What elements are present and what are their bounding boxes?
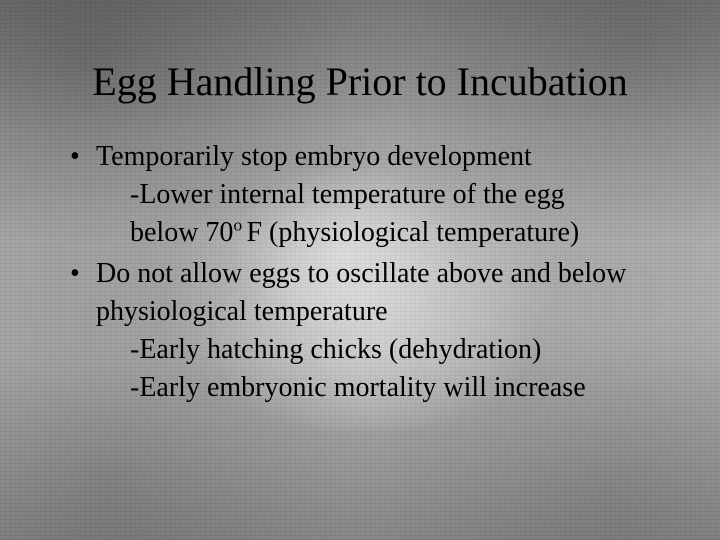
bullet-text: Do not allow eggs to oscillate above and… (96, 258, 626, 327)
sub-lead: -Early embryonic mortality will increase (130, 372, 586, 403)
slide-content: Egg Handling Prior to Incubation Tempora… (0, 0, 720, 540)
slide: Egg Handling Prior to Incubation Tempora… (0, 0, 720, 540)
bullet-item: Temporarily stop embryo development -Low… (70, 138, 662, 251)
sub-item-continuation: below 70o F (physiological temperature) (96, 214, 662, 252)
slide-title: Egg Handling Prior to Incubation (48, 60, 672, 104)
bullet-list: Temporarily stop embryo development -Low… (48, 138, 672, 407)
bullet-item: Do not allow eggs to oscillate above and… (70, 255, 662, 406)
degree-superscript: o (233, 215, 246, 234)
sub-lead: -Early hatching chicks (dehydration) (130, 334, 541, 365)
sub-item: -Lower internal temperature of the egg (110, 176, 662, 214)
sub-item: -Early embryonic mortality will increase (110, 369, 662, 407)
sub-cont-before: below 70 (130, 217, 233, 248)
sub-item: -Early hatching chicks (dehydration) (110, 331, 662, 369)
bullet-text: Temporarily stop embryo development (96, 141, 532, 172)
sub-cont-after: F (physiological temperature) (246, 217, 579, 248)
sub-lead: -Lower internal temperature of the egg (130, 179, 565, 210)
